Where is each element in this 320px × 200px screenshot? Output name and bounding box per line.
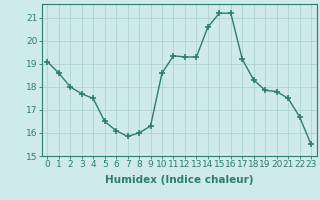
X-axis label: Humidex (Indice chaleur): Humidex (Indice chaleur)	[105, 175, 253, 185]
